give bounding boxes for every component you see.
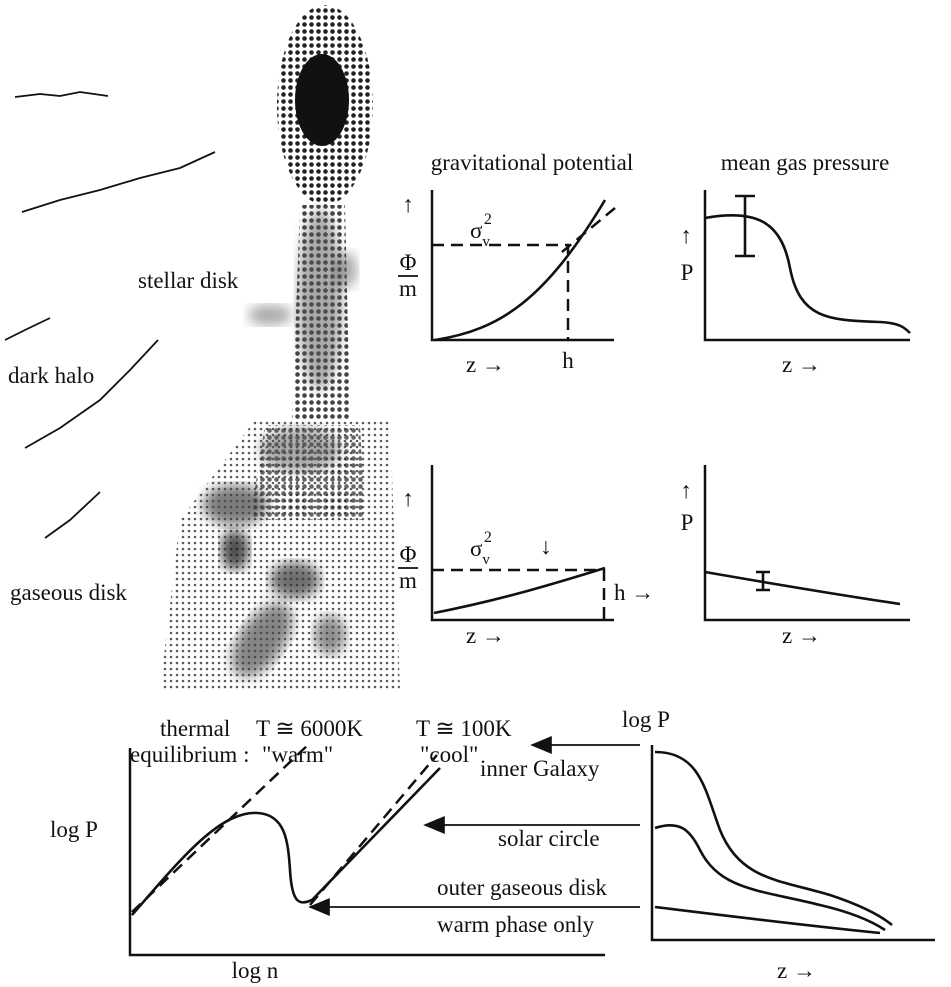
- shape: [314, 615, 346, 655]
- shape: [24, 339, 159, 449]
- axes: [128, 748, 605, 957]
- axes: [703, 190, 910, 342]
- potential-curve: [433, 566, 606, 615]
- dark-halo-label: dark halo: [8, 363, 94, 388]
- sigma-label: σv 2: [470, 211, 492, 250]
- dashed-curve: [561, 207, 616, 253]
- y-arrow: ↑: [680, 223, 692, 248]
- axes: [703, 465, 910, 622]
- x-label: log n: [232, 958, 279, 983]
- y-label: log P: [622, 707, 670, 732]
- galaxy-illustration: [160, 5, 400, 690]
- text-part: 2: [484, 211, 492, 228]
- y-label-den: m: [399, 276, 417, 301]
- x-label: z →: [777, 958, 816, 983]
- axes: [430, 190, 614, 342]
- h-label: h: [562, 348, 574, 373]
- sigma-label: σv 2: [470, 529, 492, 568]
- text-part: v: [482, 552, 490, 568]
- cool-temp: T ≅ 100K: [416, 716, 512, 741]
- text-part: σ: [470, 536, 483, 561]
- shape: [298, 210, 342, 390]
- shape: [295, 54, 349, 146]
- text-part: σ: [470, 218, 483, 243]
- shape: [270, 562, 320, 598]
- pressure-curve: [704, 570, 901, 606]
- x-label: z →: [466, 352, 505, 377]
- axes: [430, 465, 614, 622]
- error-bar: [735, 194, 755, 258]
- shape: [248, 305, 292, 325]
- warm-asymptote: [131, 742, 311, 913]
- x-label: z →: [466, 623, 505, 648]
- equilibrium-curve: [131, 767, 441, 916]
- panel-title: gravitational potential: [431, 150, 633, 175]
- y-label-num: Φ: [400, 250, 417, 275]
- solar-label: solar circle: [498, 826, 600, 851]
- inner-label: inner Galaxy: [480, 756, 600, 781]
- y-label: P: [681, 260, 694, 285]
- cool-asymptote: [309, 754, 438, 906]
- y-arrow: ↑: [402, 192, 414, 217]
- y-label-den: m: [399, 568, 417, 593]
- error-bar: [756, 570, 770, 592]
- y-arrow: ↑: [402, 486, 414, 511]
- warm-temp: T ≅ 6000K: [256, 716, 363, 741]
- shape: [21, 151, 216, 213]
- thermal-title: equilibrium :: [130, 742, 249, 767]
- shape: [4, 317, 51, 341]
- outer-label: outer gaseous disk: [437, 875, 607, 900]
- outer-label: warm phase only: [437, 912, 595, 937]
- dark-halo-lines: [4, 91, 216, 539]
- shape: [14, 91, 109, 98]
- shape: [333, 252, 357, 288]
- h-label: h →: [614, 580, 654, 605]
- solar-profile: [654, 823, 886, 932]
- thermal-title: thermal: [160, 716, 230, 741]
- x-label: z →: [782, 623, 821, 648]
- cool-label: "cool": [420, 742, 478, 767]
- pressure-curve: [704, 213, 911, 334]
- shape: [203, 485, 267, 525]
- y-label: log P: [50, 817, 98, 842]
- stellar-disk-label: stellar disk: [138, 268, 239, 293]
- sigma-arrow: ↓: [540, 534, 552, 559]
- outer-profile: [654, 905, 881, 935]
- shape: [231, 603, 293, 677]
- text-part: v: [482, 234, 490, 250]
- gaseous-disk-label: gaseous disk: [10, 580, 127, 605]
- dashed-guide: [432, 243, 570, 340]
- shape: [221, 530, 249, 570]
- shape: [44, 491, 101, 539]
- axes: [650, 745, 935, 942]
- panel-title: mean gas pressure: [721, 150, 890, 175]
- y-arrow: ↑: [680, 478, 692, 503]
- x-label: z →: [782, 352, 821, 377]
- y-label-num: Φ: [400, 542, 417, 567]
- y-label: P: [681, 510, 694, 535]
- text-part: 2: [484, 529, 492, 546]
- inner-profile: [654, 750, 893, 926]
- dashed-guide: [432, 568, 606, 620]
- shape: [260, 428, 340, 472]
